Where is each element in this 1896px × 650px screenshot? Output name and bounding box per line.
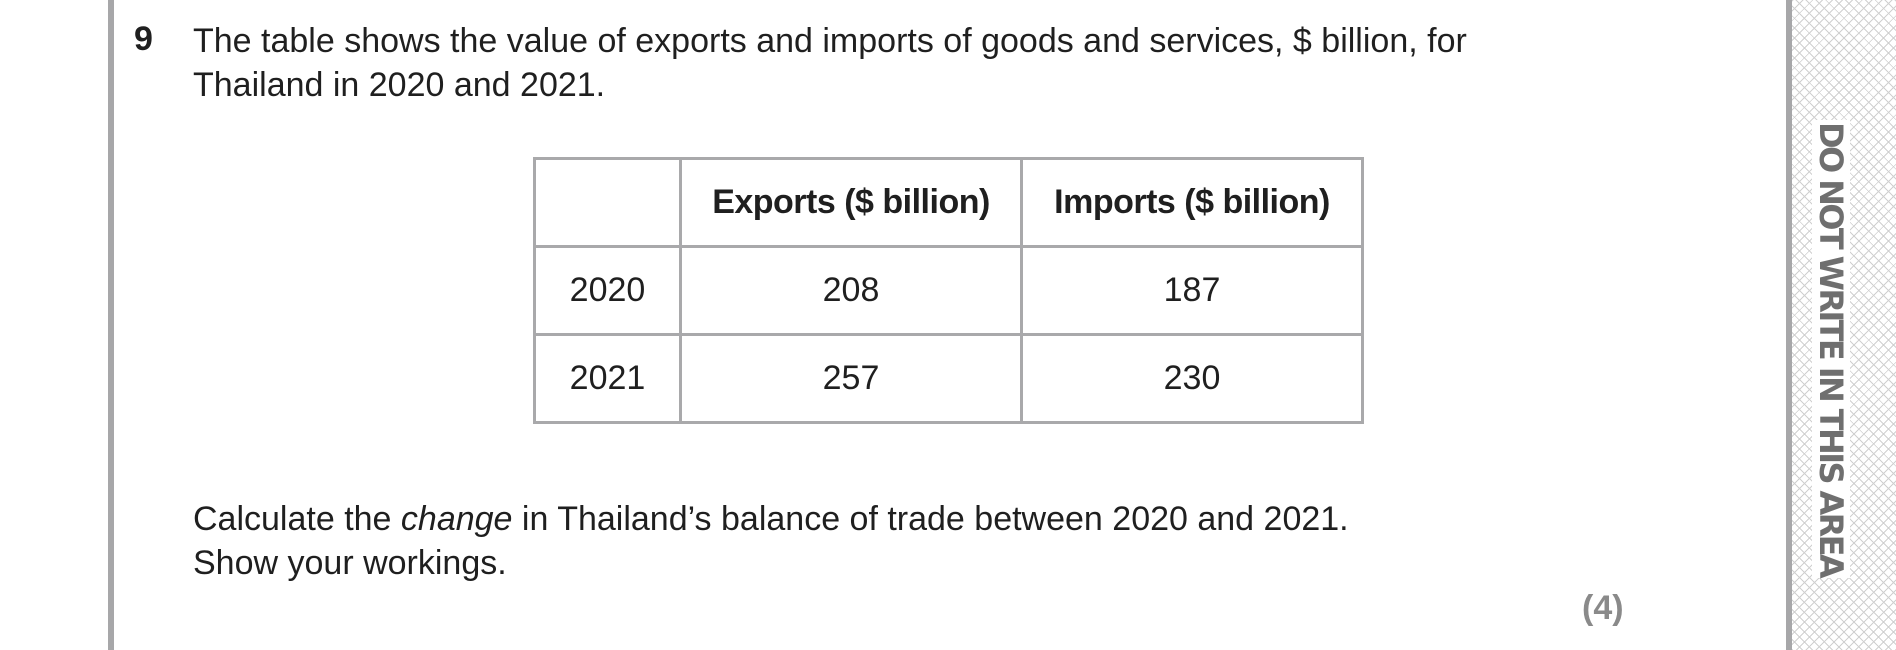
question-stem-line-1: The table shows the value of exports and… — [193, 22, 1467, 60]
margin-notice: DO NOT WRITE IN THIS AREA — [1812, 120, 1850, 579]
imports-cell: 187 — [1020, 245, 1364, 336]
marks-allocation: (4) — [1582, 589, 1624, 627]
instruction-line-1: Calculate the change in Thailand’s balan… — [193, 497, 1349, 541]
imports-cell: 230 — [1020, 333, 1364, 424]
question-stem-line-2: Thailand in 2020 and 2021. — [193, 66, 606, 104]
header-imports: Imports ($ billion) — [1020, 157, 1364, 248]
header-empty-cell — [533, 157, 682, 248]
left-margin-rule — [108, 0, 114, 650]
question-number: 9 — [134, 20, 153, 58]
right-margin-rule — [1786, 0, 1792, 650]
question-stem: The table shows the value of exports and… — [193, 19, 1593, 107]
year-cell: 2021 — [533, 333, 682, 424]
instruction: Calculate the change in Thailand’s balan… — [193, 497, 1349, 585]
table-row: 2020 208 187 — [533, 245, 1364, 336]
year-cell: 2020 — [533, 245, 682, 336]
instruction-text-before: Calculate the — [193, 500, 401, 538]
table-header-row: Exports ($ billion) Imports ($ billion) — [533, 157, 1364, 248]
header-exports: Exports ($ billion) — [679, 157, 1023, 248]
table-row: 2021 257 230 — [533, 333, 1364, 424]
trade-table: Exports ($ billion) Imports ($ billion) … — [533, 157, 1364, 424]
instruction-emphasis: change — [400, 500, 513, 538]
instruction-text-after: in Thailand’s balance of trade between 2… — [512, 500, 1349, 538]
exports-cell: 208 — [679, 245, 1023, 336]
instruction-line-2: Show your workings. — [193, 544, 507, 582]
exports-cell: 257 — [679, 333, 1023, 424]
